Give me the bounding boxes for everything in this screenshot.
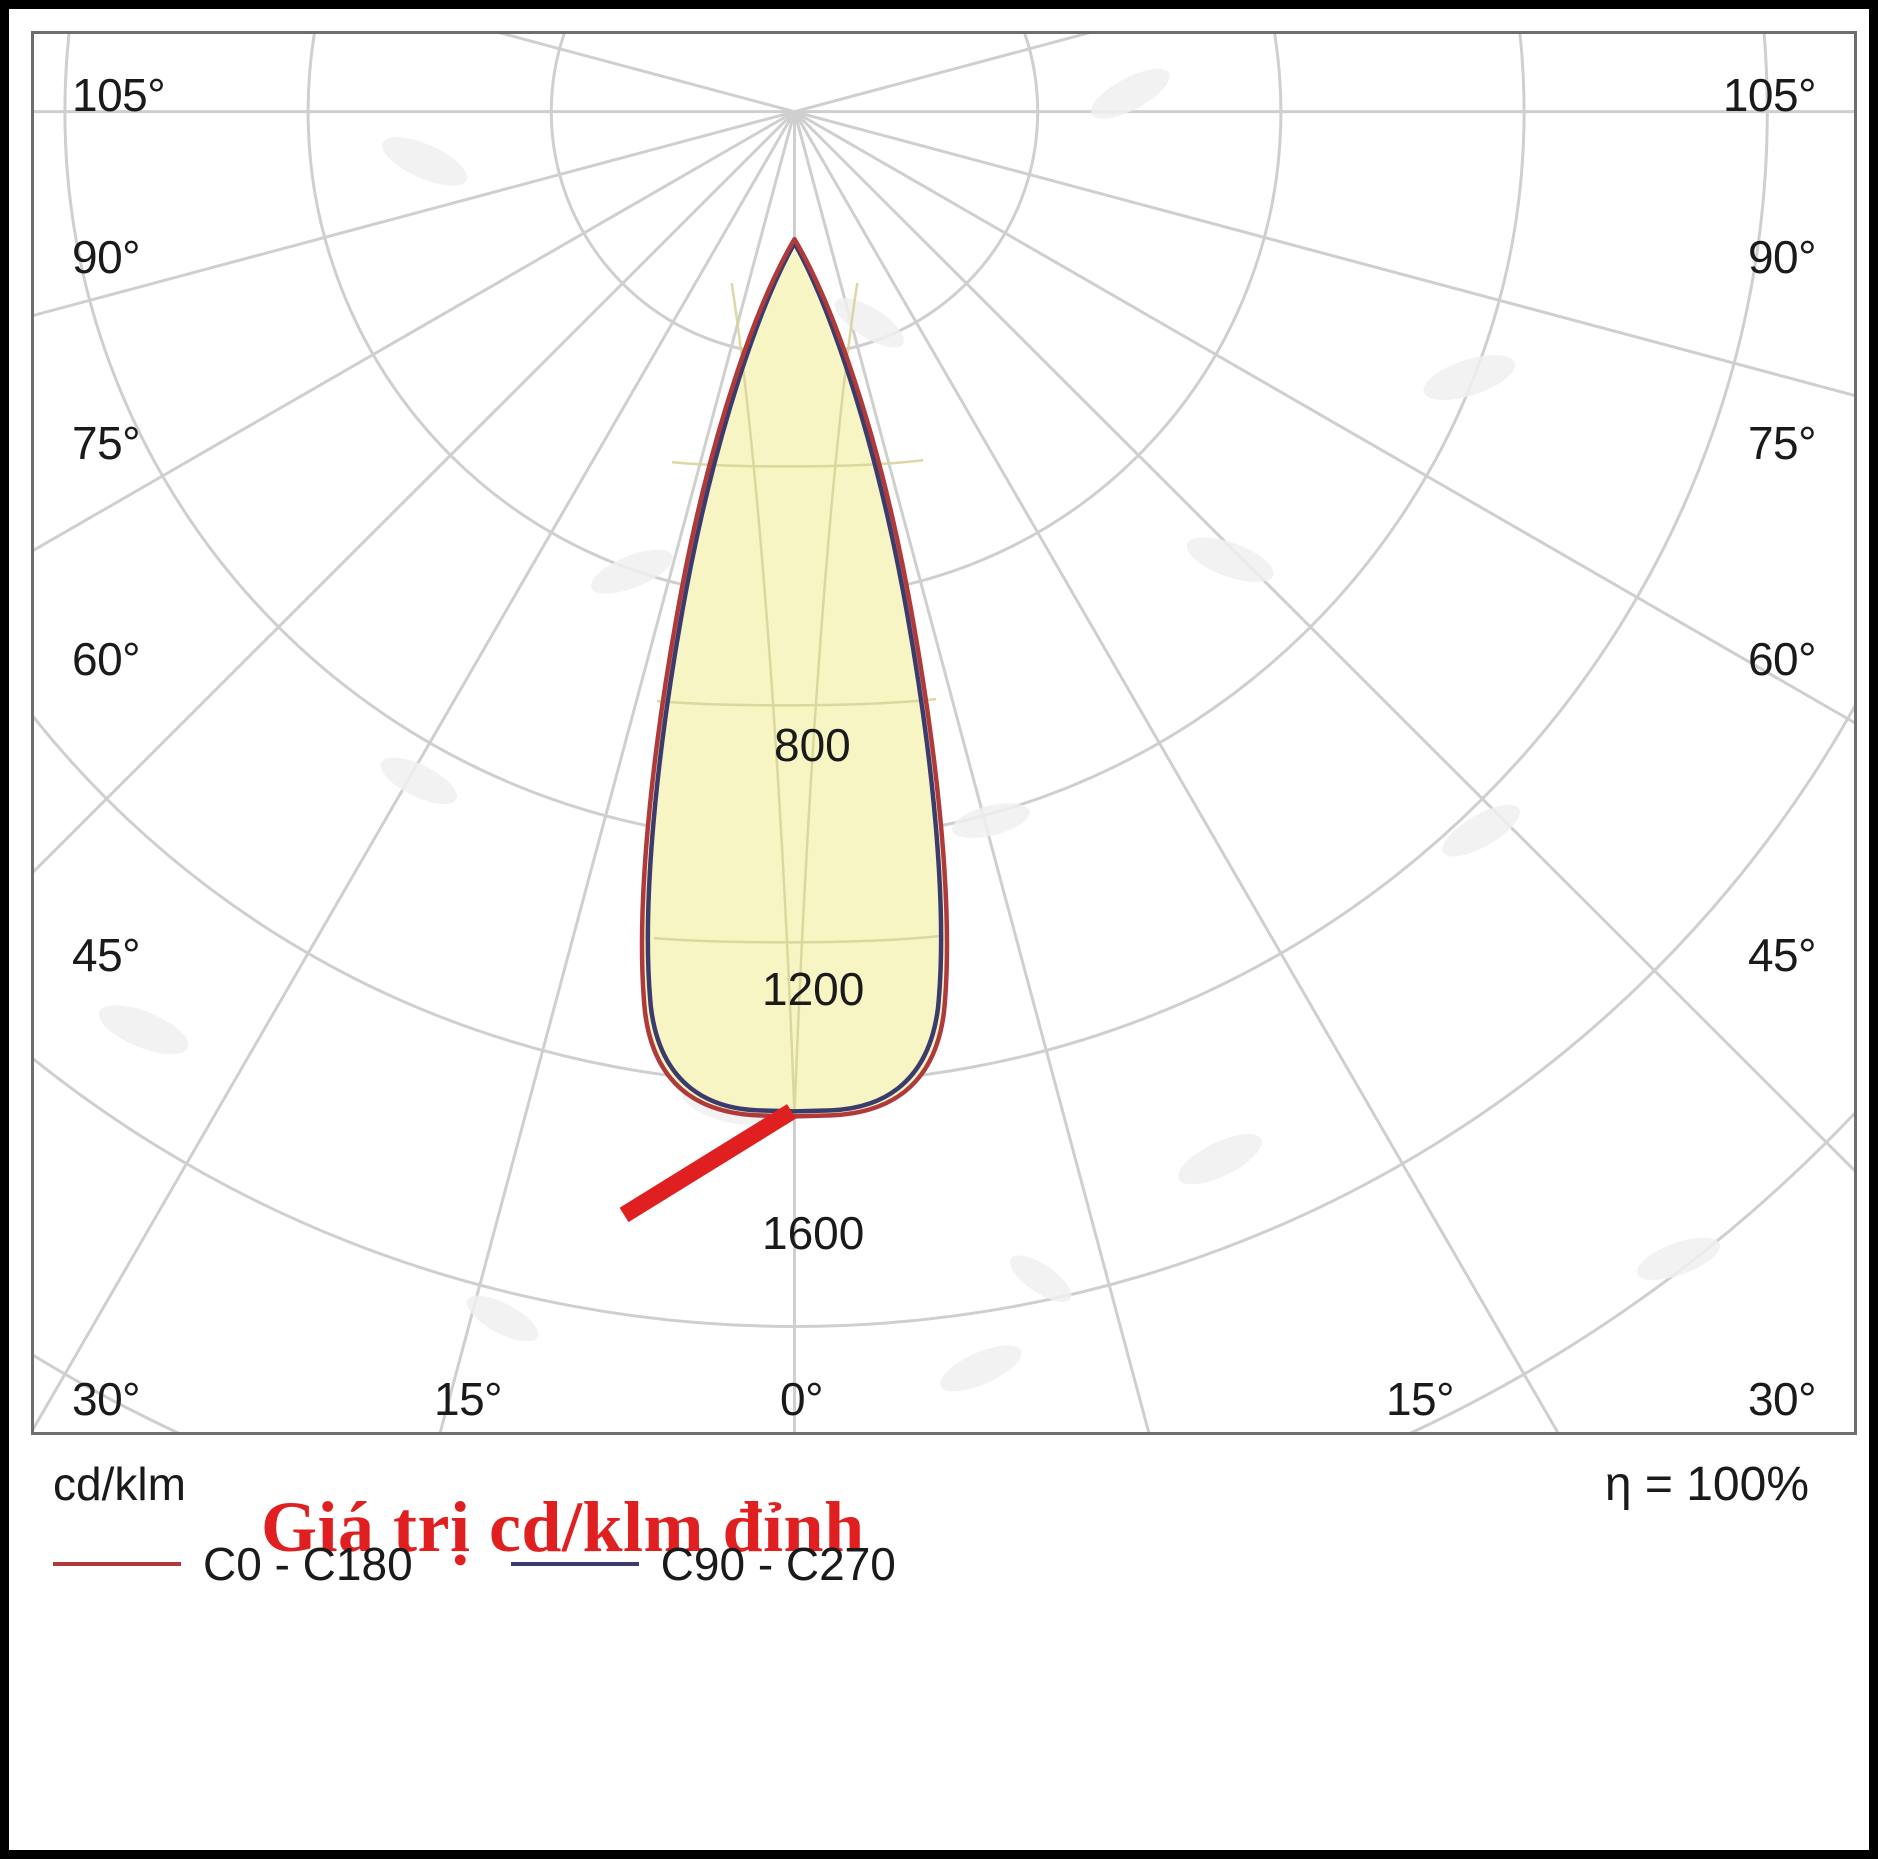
angle-label-right-105: 105° [1722,69,1817,121]
legend-entry-c90-c270: C90 - C270 [510,1537,896,1591]
angular-gridlines [34,34,1854,1432]
angle-label-right-75: 75° [1747,417,1817,469]
angle-label-right-30: 30° [1747,1373,1817,1425]
angle-label-right-60: 60° [1747,633,1817,685]
angle-label-left-45: 45° [72,929,141,981]
legend-swatch-c0-c180-icon [53,1562,181,1566]
angle-label-center-0: 0° [780,1373,823,1425]
legend-entry-c0-c180: C0 - C180 [53,1537,413,1591]
legend-entries: C0 - C180 C90 - C270 [53,1537,896,1591]
angle-label-right-90: 90° [1747,231,1817,283]
angle-label-left-30: 30° [72,1373,141,1425]
angle-label-right-15: 15° [1385,1373,1455,1425]
legend-label-c0-c180: C0 - C180 [203,1538,413,1590]
radial-label-800: 800 [774,719,851,771]
annotation-pointer-line [619,1104,796,1223]
polar-distribution-svg [34,34,1854,1432]
peak-value-annotation: Giá trị cd/klm đỉnh [261,1487,865,1567]
angle-label-left-75: 75° [72,417,141,469]
chart-legend: cd/klm η = 100% C0 - C180 C90 - C270 [9,1441,1869,1841]
beam-fill [643,239,946,1115]
efficiency-label: η = 100% [1604,1458,1809,1511]
legend-swatch-c90-c270-icon [510,1562,639,1566]
angle-label-left-105: 105° [72,69,166,121]
angle-label-left-15: 15° [434,1373,503,1425]
legend-label-c90-c270: C90 - C270 [660,1538,896,1590]
curve-c90-c270 [645,240,944,1114]
angle-label-left-60: 60° [72,633,141,685]
angle-label-left-90: 90° [72,231,141,283]
radial-label-1600: 1600 [762,1207,865,1259]
radial-label-1200: 1200 [762,963,865,1015]
angle-label-right-45: 45° [1747,929,1817,981]
polar-plot-panel: 105° 90° 75° 60° 45° 30° 15° 105° 90° 75… [31,31,1857,1435]
legend-unit-label: cd/klm [53,1458,186,1510]
